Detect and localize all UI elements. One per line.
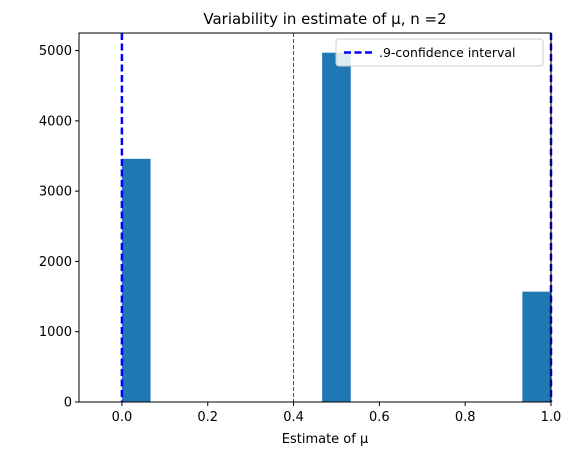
plot-area: 0.0 0.2 0.4 0.6 0.8 1.0 0 1000 2000 3000 4000 5000 [39,32,562,425]
x-tick-label: 1.0 [541,410,562,425]
y-tick-label: 3000 [39,185,72,200]
histogram-bar [522,291,551,402]
legend-box [335,38,544,67]
y-tick-label: 1000 [39,325,72,340]
x-tick-label: 0.4 [283,410,304,425]
x-tick-label: 0.0 [112,410,133,425]
chart-title: Variability in estimate of μ, n =2 [203,10,446,28]
y-tick-label: 0 [64,396,72,411]
histogram-bar [322,52,351,403]
x-tick-label: 0.8 [455,410,476,425]
legend: .9-confidence interval [335,38,544,67]
y-tick-label: 4000 [39,114,72,129]
y-tick-label: 2000 [39,255,72,270]
histogram-bar [121,158,151,402]
x-axis-label: Estimate of μ [282,432,369,447]
legend-label: .9-confidence interval [379,45,516,60]
axes-frame [78,32,552,403]
x-tick-label: 0.6 [369,410,390,425]
x-tick-label: 0.2 [197,410,218,425]
y-tick-label: 5000 [39,44,72,59]
